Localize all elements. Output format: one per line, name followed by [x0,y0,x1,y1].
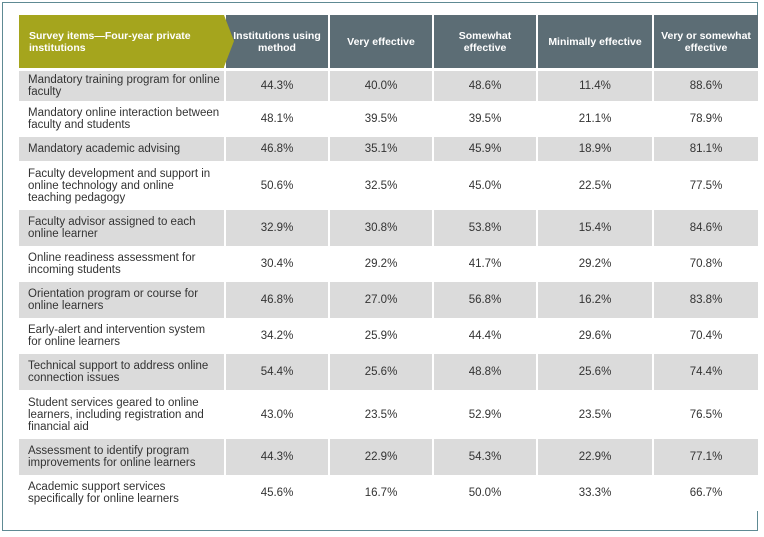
minimally-effective-cell: 29.6% [538,318,652,354]
survey-item-label: Academic support services specifically f… [19,475,224,511]
somewhat-effective-cell: 45.9% [434,137,536,161]
somewhat-effective-cell: 45.0% [434,161,536,210]
table-row: Assessment to identify program improveme… [19,439,758,475]
table-row: Mandatory academic advising 46.8% 35.1% 45.… [19,137,758,161]
institutions-using-method-cell: 30.4% [226,246,328,282]
header-minimally-effective: Minimally effective [538,15,652,68]
header-survey-items: Survey items—Four-year private instituti… [19,15,234,68]
somewhat-effective-cell: 39.5% [434,101,536,137]
table-row: Orientation program or course for online… [19,282,758,318]
very-or-somewhat-effective-cell: 81.1% [654,137,758,161]
header-very-or-somewhat-effective: Very or somewhat effective [654,15,758,68]
institutions-using-method-cell: 50.6% [226,161,328,210]
very-or-somewhat-effective-cell: 70.8% [654,246,758,282]
survey-item-label: Mandatory academic advising [19,137,224,161]
minimally-effective-cell: 29.2% [538,246,652,282]
minimally-effective-cell: 22.9% [538,439,652,475]
table-body: Mandatory training program for online fa… [19,68,758,511]
minimally-effective-cell: 25.6% [538,354,652,390]
minimally-effective-cell: 11.4% [538,71,652,101]
table-row: Academic support services specifically f… [19,475,758,511]
survey-item-label: Online readiness assessment for incoming… [19,246,224,282]
table-row: Faculty development and support in onlin… [19,161,758,210]
very-effective-cell: 39.5% [330,101,432,137]
very-effective-cell: 29.2% [330,246,432,282]
somewhat-effective-cell: 53.8% [434,210,536,246]
table-row: Faculty advisor assigned to each online … [19,210,758,246]
table-row: Online readiness assessment for incoming… [19,246,758,282]
somewhat-effective-cell: 44.4% [434,318,536,354]
header-institutions-using-method: Institutions using method [226,15,328,68]
table-row: Mandatory online interaction between fac… [19,101,758,137]
very-effective-cell: 22.9% [330,439,432,475]
very-effective-cell: 23.5% [330,390,432,439]
minimally-effective-cell: 18.9% [538,137,652,161]
very-effective-cell: 25.9% [330,318,432,354]
survey-item-label: Mandatory online interaction between fac… [19,101,224,137]
table-row: Mandatory training program for online fa… [19,71,758,101]
very-effective-cell: 16.7% [330,475,432,511]
very-effective-cell: 30.8% [330,210,432,246]
very-or-somewhat-effective-cell: 83.8% [654,282,758,318]
minimally-effective-cell: 22.5% [538,161,652,210]
very-or-somewhat-effective-cell: 84.6% [654,210,758,246]
somewhat-effective-cell: 52.9% [434,390,536,439]
very-effective-cell: 40.0% [330,71,432,101]
table-row: Student services geared to online learne… [19,390,758,439]
institutions-using-method-cell: 34.2% [226,318,328,354]
very-effective-cell: 32.5% [330,161,432,210]
very-or-somewhat-effective-cell: 78.9% [654,101,758,137]
minimally-effective-cell: 16.2% [538,282,652,318]
institutions-using-method-cell: 44.3% [226,71,328,101]
survey-item-label: Technical support to address online conn… [19,354,224,390]
somewhat-effective-cell: 48.6% [434,71,536,101]
survey-item-label: Faculty advisor assigned to each online … [19,210,224,246]
very-or-somewhat-effective-cell: 76.5% [654,390,758,439]
survey-item-label: Mandatory training program for online fa… [19,71,224,101]
header-gap [19,68,758,71]
survey-item-label: Early-alert and intervention system for … [19,318,224,354]
somewhat-effective-cell: 41.7% [434,246,536,282]
table-row: Technical support to address online conn… [19,354,758,390]
minimally-effective-cell: 15.4% [538,210,652,246]
header-row: Survey items—Four-year private instituti… [19,15,758,68]
somewhat-effective-cell: 54.3% [434,439,536,475]
institutions-using-method-cell: 32.9% [226,210,328,246]
survey-item-label: Orientation program or course for online… [19,282,224,318]
minimally-effective-cell: 23.5% [538,390,652,439]
table-row: Early-alert and intervention system for … [19,318,758,354]
institutions-using-method-cell: 44.3% [226,439,328,475]
survey-item-label: Assessment to identify program improveme… [19,439,224,475]
very-or-somewhat-effective-cell: 88.6% [654,71,758,101]
somewhat-effective-cell: 48.8% [434,354,536,390]
institutions-using-method-cell: 46.8% [226,137,328,161]
header-very-effective: Very effective [330,15,432,68]
minimally-effective-cell: 21.1% [538,101,652,137]
institutions-using-method-cell: 54.4% [226,354,328,390]
survey-table: Survey items—Four-year private instituti… [17,15,760,511]
very-or-somewhat-effective-cell: 74.4% [654,354,758,390]
very-or-somewhat-effective-cell: 77.5% [654,161,758,210]
header-somewhat-effective: Somewhat effective [434,15,536,68]
institutions-using-method-cell: 43.0% [226,390,328,439]
very-or-somewhat-effective-cell: 77.1% [654,439,758,475]
somewhat-effective-cell: 50.0% [434,475,536,511]
somewhat-effective-cell: 56.8% [434,282,536,318]
minimally-effective-cell: 33.3% [538,475,652,511]
very-effective-cell: 25.6% [330,354,432,390]
institutions-using-method-cell: 48.1% [226,101,328,137]
table-frame: Survey items—Four-year private instituti… [2,2,758,531]
institutions-using-method-cell: 46.8% [226,282,328,318]
survey-item-label: Student services geared to online learne… [19,390,224,439]
very-or-somewhat-effective-cell: 66.7% [654,475,758,511]
very-effective-cell: 27.0% [330,282,432,318]
institutions-using-method-cell: 45.6% [226,475,328,511]
very-or-somewhat-effective-cell: 70.4% [654,318,758,354]
very-effective-cell: 35.1% [330,137,432,161]
survey-item-label: Faculty development and support in onlin… [19,161,224,210]
